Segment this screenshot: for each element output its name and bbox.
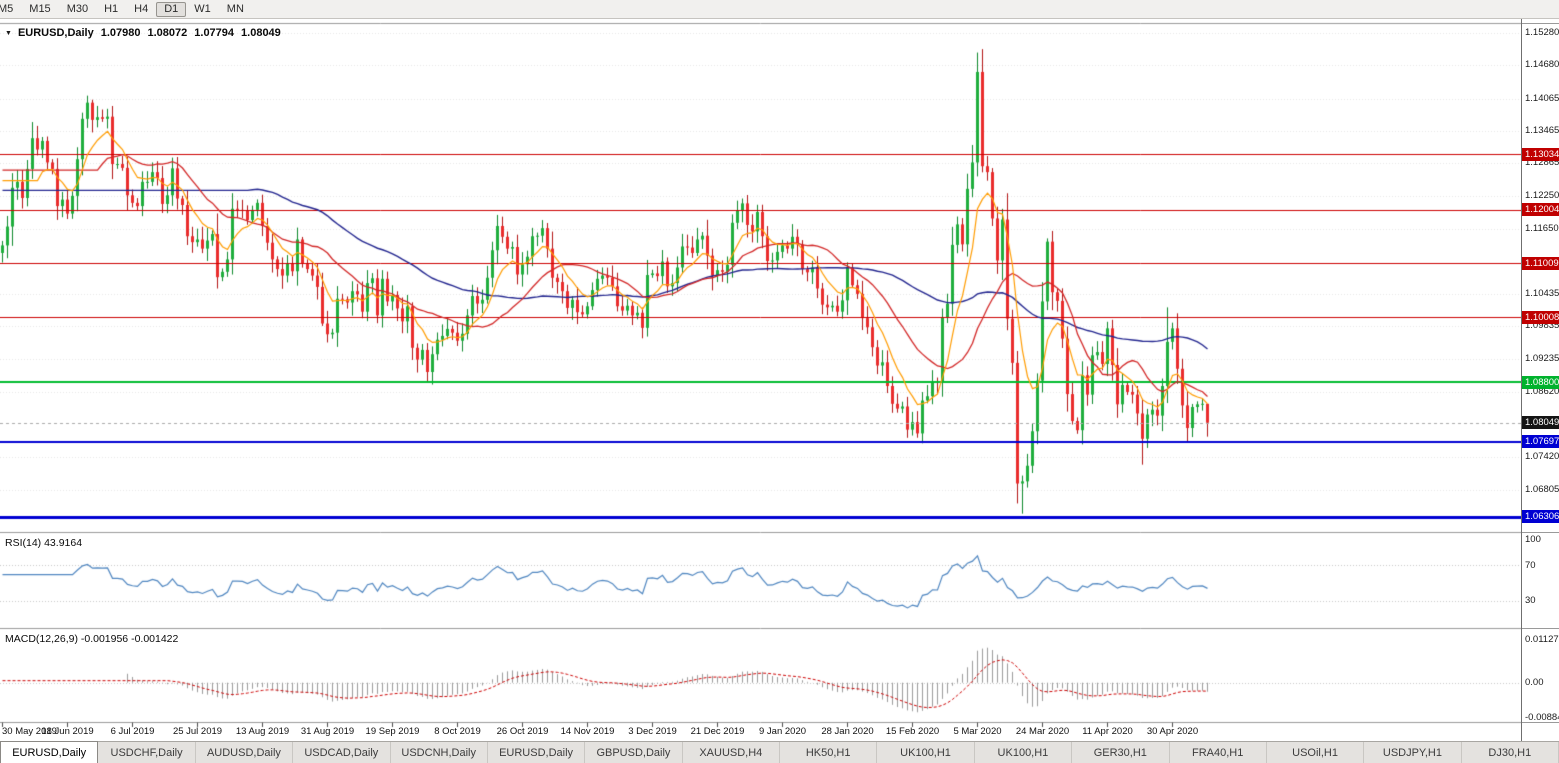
symbol-tab-usdcad-daily[interactable]: USDCAD,Daily xyxy=(293,742,391,763)
symbol-tab-xauusd-h4[interactable]: XAUUSD,H4 xyxy=(682,742,780,763)
symbol-tab-usdcnh-daily[interactable]: USDCNH,Daily xyxy=(390,742,488,763)
macd-axis-label: -0.00884 xyxy=(1525,711,1559,723)
price-axis-label: 1.09835 xyxy=(1525,320,1559,332)
x-axis-label: 19 Sep 2019 xyxy=(365,726,420,737)
timeframe-button-mn[interactable]: MN xyxy=(226,2,244,15)
price-badge-1.10008: 1.10008 xyxy=(1522,310,1559,324)
macd-axis-label: 0.01127 xyxy=(1525,633,1559,645)
price-axis-label: 1.12250 xyxy=(1525,190,1559,202)
x-axis-label: 18 Jun 2019 xyxy=(41,726,94,737)
x-axis-label: 24 Mar 2020 xyxy=(1015,726,1070,737)
pane-separator xyxy=(1522,628,1559,629)
x-axis-label: 14 Nov 2019 xyxy=(560,726,615,737)
timeframe-button-m5[interactable]: M5 xyxy=(0,2,14,15)
ohlc-close: 1.08049 xyxy=(241,27,281,39)
timeframe-toolbar: M5 M15 M30 H1 H4 D1 W1 MN xyxy=(0,0,1559,19)
symbol-tab-usdjpy-h1[interactable]: USDJPY,H1 xyxy=(1364,742,1462,763)
symbol-tab-usdchf-daily[interactable]: USDCHF,Daily xyxy=(98,742,196,763)
price-axis-label: 1.13465 xyxy=(1525,124,1559,136)
price-badge-1.12004: 1.12004 xyxy=(1522,203,1559,217)
timeframe-button-m30[interactable]: M30 xyxy=(66,2,89,15)
x-axis-label: 5 Mar 2020 xyxy=(953,726,1002,737)
chart-tab-bar: EURUSD,Daily USDCHF,Daily AUDUSD,Daily USDC… xyxy=(0,741,1559,763)
rsi-indicator-label: RSI(14) 43.9164 xyxy=(5,537,83,549)
price-axis-label: 1.06805 xyxy=(1525,483,1559,495)
ohlc-low: 1.07794 xyxy=(194,27,235,39)
symbol-tab-ger30-h1[interactable]: GER30,H1 xyxy=(1072,742,1170,763)
chart-canvas[interactable] xyxy=(0,19,1521,741)
pane-separator xyxy=(1522,23,1559,24)
symbol-tab-gbpusd-daily[interactable]: GBPUSD,Daily xyxy=(585,742,683,763)
price-axis: 1.15280 1.14680 1.14065 1.13465 1.12865 1.122… xyxy=(1521,19,1559,741)
price-axis-label: 1.12865 xyxy=(1525,157,1559,169)
x-axis-label: 25 Jul 2019 xyxy=(172,726,223,737)
price-axis-label: 1.15280 xyxy=(1525,27,1559,39)
chart-dropdown-icon[interactable]: ▼ xyxy=(5,29,12,37)
symbol-tab-fra40-h1[interactable]: FRA40,H1 xyxy=(1169,742,1267,763)
chart-symbol-label: EURUSD,Daily xyxy=(17,27,94,39)
x-axis-label: 21 Dec 2019 xyxy=(690,726,745,737)
price-axis-label: 1.14680 xyxy=(1525,59,1559,71)
symbol-tab-eurusd-daily[interactable]: EURUSD,Daily xyxy=(487,742,586,763)
symbol-tab-audusd-daily[interactable]: AUDUSD,Daily xyxy=(195,742,294,763)
rsi-axis-label: 100 xyxy=(1525,533,1541,545)
x-axis-label: 13 Aug 2019 xyxy=(235,726,290,737)
time-axis: 30 May 2019 18 Jun 2019 6 Jul 2019 25 Jul 2… xyxy=(0,722,1521,741)
price-badge-1.08800: 1.08800 xyxy=(1522,375,1559,389)
symbol-tab-uk100-h1[interactable]: UK100,H1 xyxy=(877,742,975,763)
x-axis-label: 9 Jan 2020 xyxy=(758,726,807,737)
x-axis-label: 26 Oct 2019 xyxy=(496,726,549,737)
pane-separator xyxy=(1522,722,1559,723)
symbol-tab-uk100-h1[interactable]: UK100,H1 xyxy=(974,742,1073,763)
x-axis-label: 15 Feb 2020 xyxy=(885,726,940,737)
price-axis-label: 1.14065 xyxy=(1525,92,1559,104)
price-badge-1.11009: 1.11009 xyxy=(1522,256,1559,270)
macd-axis-label: 0.00 xyxy=(1525,677,1544,689)
price-axis-label: 1.07420 xyxy=(1525,450,1559,462)
rsi-axis-label: 70 xyxy=(1525,559,1536,571)
symbol-tab-eurusd-daily[interactable]: EURUSD,Daily xyxy=(0,741,99,763)
ohlc-high: 1.08072 xyxy=(147,27,188,39)
x-axis-label: 6 Jul 2019 xyxy=(110,726,155,737)
price-axis-label: 1.11650 xyxy=(1525,222,1559,234)
timeframe-button-h4[interactable]: H4 xyxy=(134,2,149,15)
x-axis-label: 30 May 2019 xyxy=(2,726,57,737)
price-axis-label: 1.09235 xyxy=(1525,352,1559,364)
price-badge-1.06306: 1.06306 xyxy=(1522,510,1559,524)
x-axis-label: 3 Dec 2019 xyxy=(628,726,677,737)
macd-indicator-label: MACD(12,26,9) -0.001956 -0.001422 xyxy=(5,633,179,645)
x-axis-label: 11 Apr 2020 xyxy=(1082,726,1133,737)
price-badge-1.07697: 1.07697 xyxy=(1522,435,1559,449)
symbol-tab-dj30-h1[interactable]: DJ30,H1 xyxy=(1461,742,1559,763)
timeframe-button-h1[interactable]: H1 xyxy=(104,2,119,15)
timeframe-button-d1[interactable]: D1 xyxy=(156,1,187,17)
price-badge-1.08049: 1.08049 xyxy=(1522,416,1559,430)
price-badge-1.13034: 1.13034 xyxy=(1522,147,1559,161)
symbol-tab-hk50-h1[interactable]: HK50,H1 xyxy=(780,742,878,763)
x-axis-label: 30 Apr 2020 xyxy=(1146,726,1199,737)
chart-window: ▼ EURUSD,Daily 1.07980 1.08072 1.07794 1… xyxy=(0,19,1559,741)
x-axis-label: 31 Aug 2019 xyxy=(300,726,355,737)
timeframe-button-m15[interactable]: M15 xyxy=(29,2,51,15)
pane-separator xyxy=(1522,532,1559,533)
x-axis-label: 28 Jan 2020 xyxy=(821,726,874,737)
x-axis-label: 8 Oct 2019 xyxy=(434,726,481,737)
rsi-axis-label: 30 xyxy=(1525,595,1536,607)
price-axis-label: 1.08620 xyxy=(1525,385,1559,397)
symbol-tab-usoil-h1[interactable]: USOil,H1 xyxy=(1266,742,1365,763)
ohlc-open: 1.07980 xyxy=(100,27,141,39)
price-axis-label: 1.10435 xyxy=(1525,288,1559,300)
chart-header: ▼ EURUSD,Daily 1.07980 1.08072 1.07794 1… xyxy=(5,27,281,39)
timeframe-button-w1[interactable]: W1 xyxy=(194,2,211,15)
